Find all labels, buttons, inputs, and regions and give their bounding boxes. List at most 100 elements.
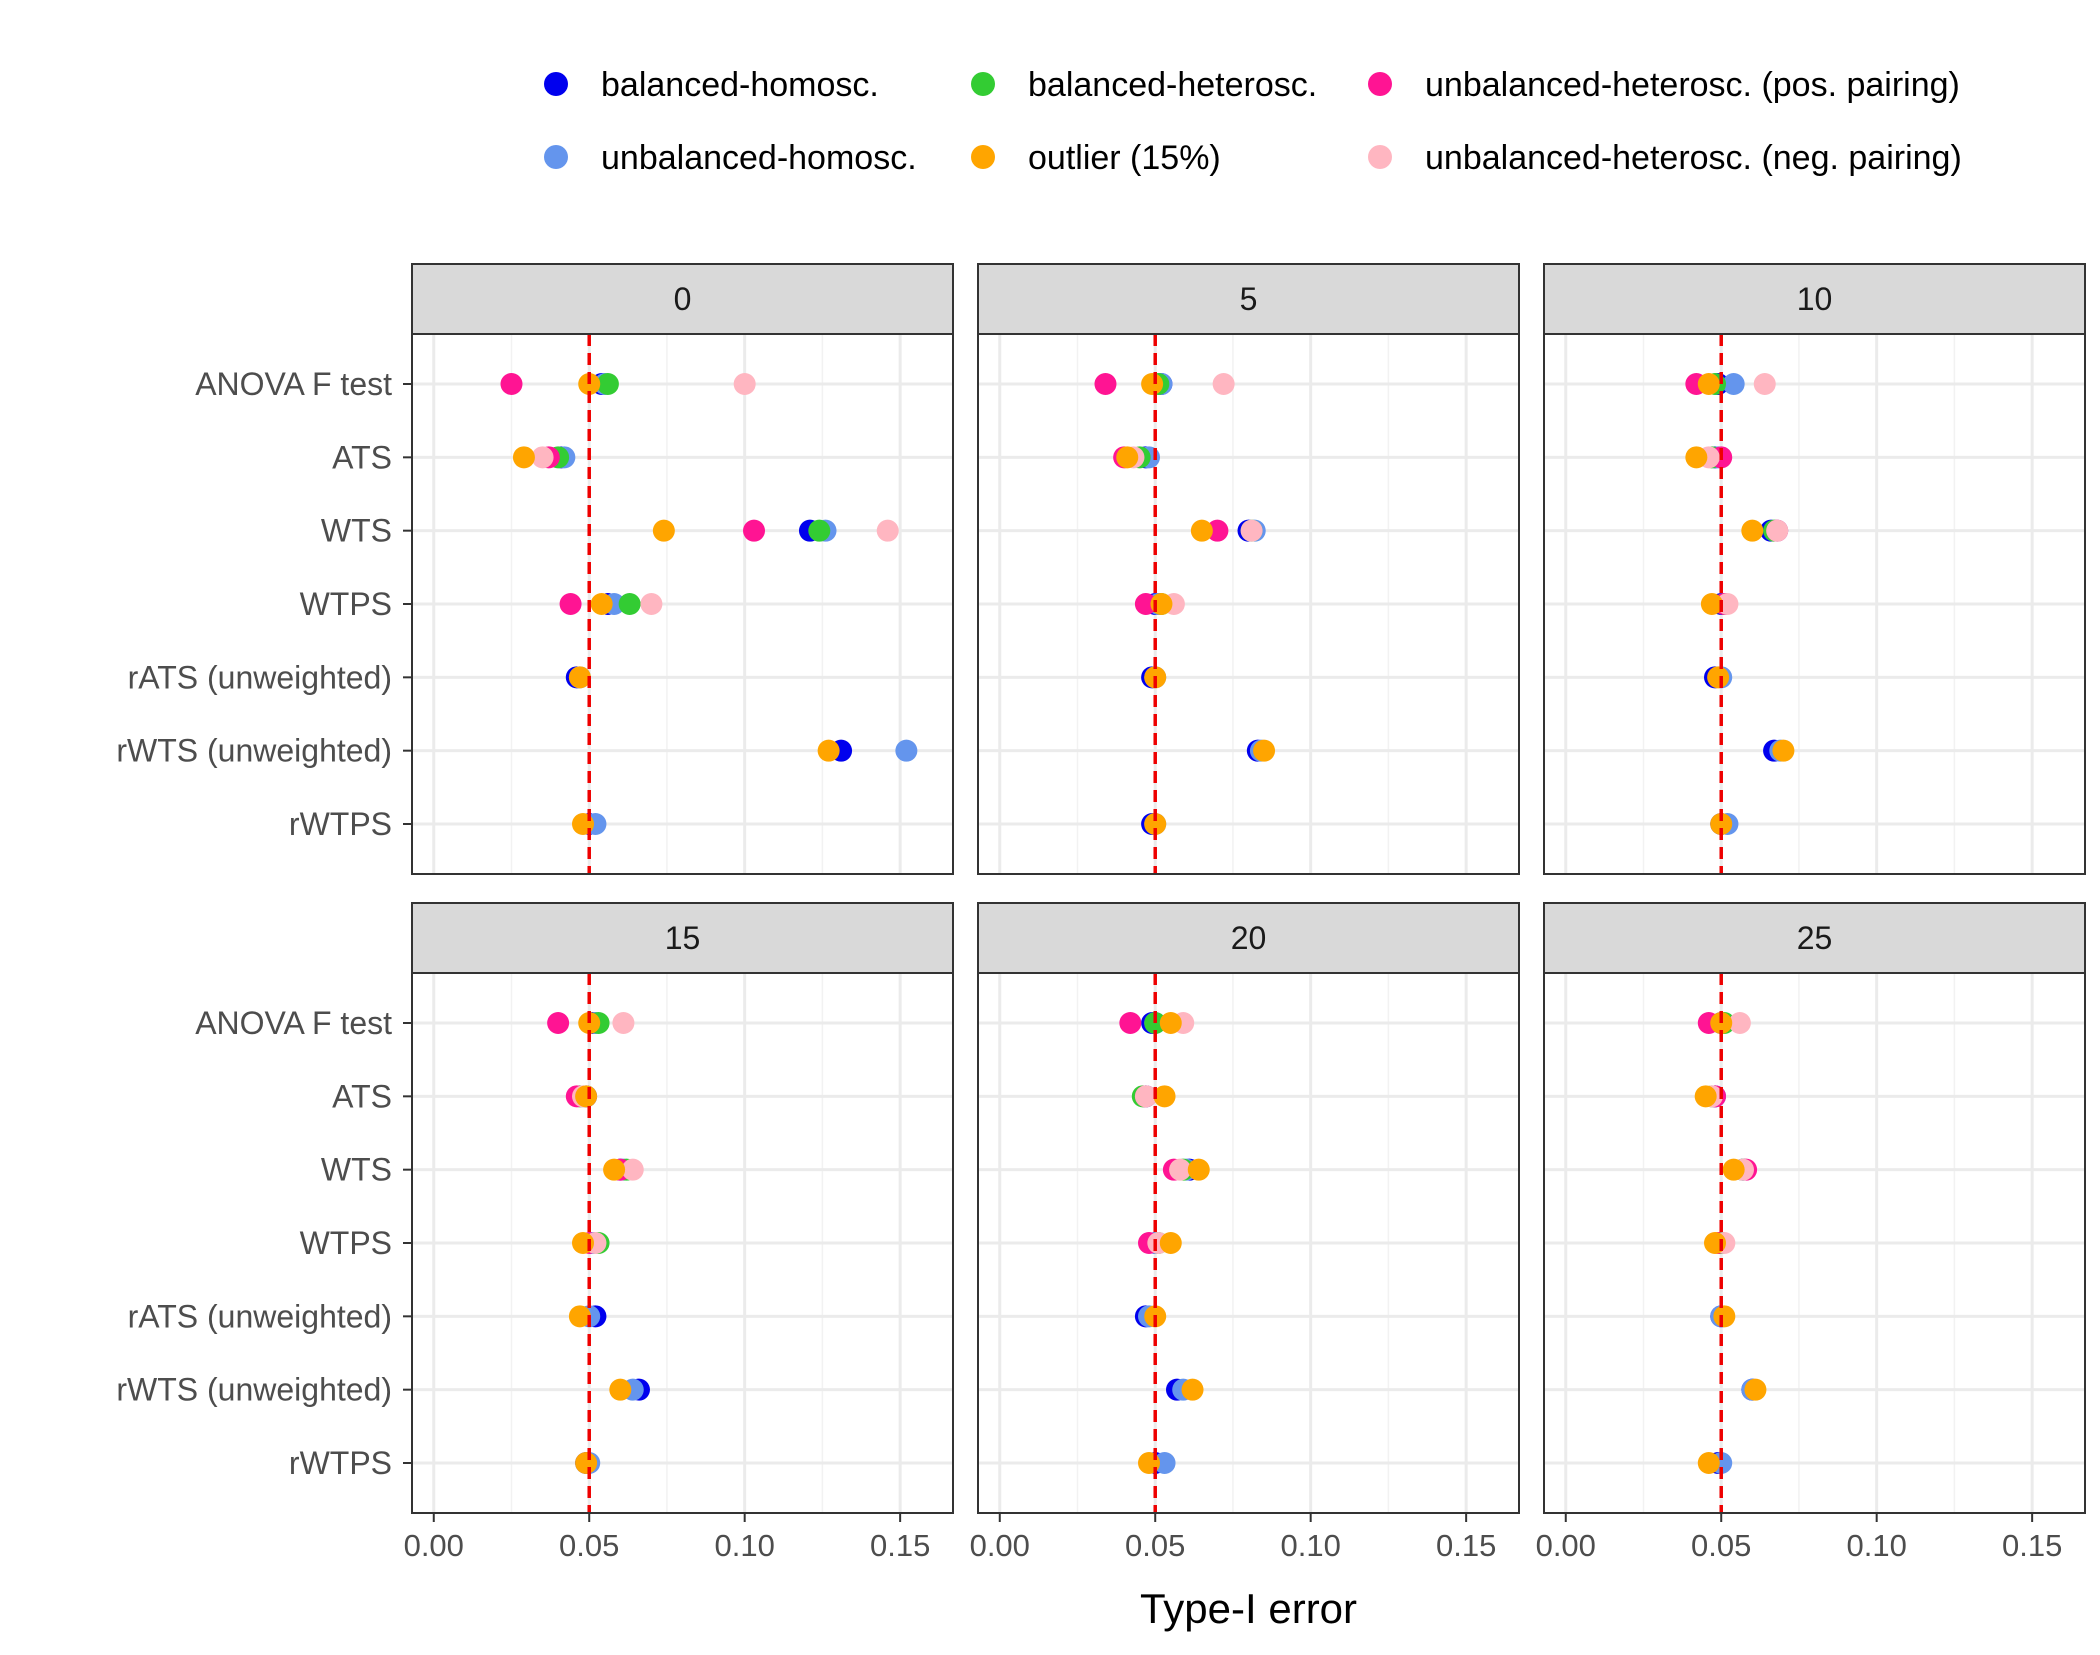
y-tick-label: ATS: [332, 1078, 392, 1114]
x-tick-label: 0.15: [2002, 1528, 2062, 1563]
x-tick-label: 0.15: [1436, 1528, 1496, 1563]
data-point-out: [1744, 1378, 1767, 1401]
x-tick-label: 0.00: [1536, 1528, 1596, 1563]
legend-item-upos: unbalanced-heterosc. (pos. pairing): [1368, 66, 1960, 104]
y-tick-label: rATS (unweighted): [128, 659, 392, 695]
legend-item-uh: unbalanced-homosc.: [544, 139, 917, 177]
y-tick-label: WTPS: [300, 586, 392, 622]
facet-panel-20: 20: [977, 902, 1520, 1514]
data-point-upos: [743, 519, 766, 542]
legend-key-bhet: [971, 72, 995, 96]
data-point-out: [575, 1085, 598, 1108]
legend-item-out: outlier (15%): [971, 139, 1221, 177]
x-tick-label: 0.10: [1847, 1528, 1907, 1563]
facet-panel-0: 0: [411, 263, 954, 875]
data-point-out: [568, 666, 591, 689]
data-point-out: [609, 1378, 632, 1401]
data-point-uneg: [1766, 519, 1789, 542]
data-point-bhet: [808, 519, 831, 542]
data-point-out: [1141, 373, 1164, 395]
data-point-uh: [1153, 1452, 1176, 1474]
legend: balanced-homosc. balanced-heterosc. unbala…: [544, 66, 1962, 177]
legend-key-bh: [544, 72, 568, 96]
data-point-upos: [500, 373, 523, 395]
x-tick-label: 0.00: [970, 1528, 1030, 1563]
data-point-out: [1253, 739, 1276, 762]
facet-strip: [411, 263, 954, 335]
data-point-upos: [1206, 519, 1229, 542]
legend-label-bhet: balanced-heterosc.: [1028, 66, 1317, 104]
legend-item-bh: balanced-homosc.: [544, 66, 879, 104]
facet-panel-25: 25: [1543, 902, 2086, 1514]
data-point-out: [512, 446, 535, 469]
x-tick-label: 0.05: [1691, 1528, 1751, 1563]
data-point-out: [1159, 1012, 1182, 1034]
data-point-upos: [547, 1012, 570, 1034]
data-point-out: [1710, 813, 1733, 835]
legend-label-upos: unbalanced-heterosc. (pos. pairing): [1425, 66, 1960, 104]
x-tick-label: 0.15: [870, 1528, 930, 1563]
x-tick-label: 0.10: [715, 1528, 775, 1563]
x-tick-label: 0.10: [1281, 1528, 1341, 1563]
x-axis-title: Type-I error: [1140, 1585, 1357, 1632]
data-point-bhet: [596, 373, 619, 395]
legend-key-upos: [1368, 72, 1392, 96]
data-point-uneg: [621, 1158, 644, 1181]
y-tick-label: ANOVA F test: [195, 1005, 392, 1041]
data-point-out: [817, 739, 840, 762]
facet-panel-15: 15: [411, 902, 954, 1514]
legend-item-bhet: balanced-heterosc.: [971, 66, 1317, 104]
panel-border: [977, 972, 1520, 1514]
data-point-upos: [1094, 373, 1117, 395]
data-point-out: [1722, 1158, 1745, 1181]
x-tick-label: 0.05: [1125, 1528, 1185, 1563]
facet-strip: [1543, 263, 2086, 335]
data-point-out: [1772, 739, 1795, 762]
data-point-out: [1697, 1452, 1720, 1474]
legend-label-out: outlier (15%): [1028, 139, 1221, 177]
facet-panels: 0 5 10 15 20 25: [411, 263, 2086, 1514]
data-point-out: [1741, 519, 1764, 542]
legend-key-uneg: [1368, 145, 1392, 169]
data-point-uneg: [1728, 1012, 1751, 1034]
panel-border: [1543, 972, 2086, 1514]
data-point-out: [1159, 1232, 1182, 1254]
data-point-out: [575, 1452, 598, 1474]
y-tick-label: rWTS (unweighted): [116, 1372, 392, 1408]
data-point-out: [1181, 1378, 1204, 1401]
facet-strip: [1543, 902, 2086, 974]
facet-strip-label: 10: [1797, 281, 1833, 317]
data-point-out: [652, 519, 675, 542]
data-point-out: [603, 1158, 626, 1181]
data-point-uneg: [1240, 519, 1263, 542]
legend-label-uh: unbalanced-homosc.: [601, 139, 917, 177]
y-tick-label: WTS: [321, 1152, 392, 1188]
data-point-upos: [559, 593, 582, 615]
facet-strip-label: 20: [1231, 920, 1267, 956]
data-point-uneg: [640, 593, 663, 615]
data-point-uh: [1722, 373, 1745, 395]
data-point-out: [1694, 1085, 1717, 1108]
panel-border: [1543, 333, 2086, 875]
x-tick-label: 0.00: [404, 1528, 464, 1563]
y-tick-label: rATS (unweighted): [128, 1298, 392, 1334]
data-point-uneg: [1134, 1085, 1157, 1108]
data-point-uh: [895, 739, 918, 762]
legend-key-out: [971, 145, 995, 169]
y-tick-label: rWTPS: [289, 806, 392, 842]
data-point-uneg: [733, 373, 756, 395]
x-tick-label: 0.05: [559, 1528, 619, 1563]
data-point-out: [1116, 446, 1139, 469]
facet-strip: [411, 902, 954, 974]
y-tick-label: ATS: [332, 439, 392, 475]
y-tick-label: rWTPS: [289, 1445, 392, 1481]
data-point-out: [1153, 1085, 1176, 1108]
data-point-uneg: [876, 519, 899, 542]
data-point-out: [1697, 373, 1720, 395]
facet-panel-5: 5: [977, 263, 1520, 875]
data-point-out: [1144, 813, 1167, 835]
facet-strip-label: 0: [674, 281, 692, 317]
legend-label-uneg: unbalanced-heterosc. (neg. pairing): [1425, 139, 1962, 177]
